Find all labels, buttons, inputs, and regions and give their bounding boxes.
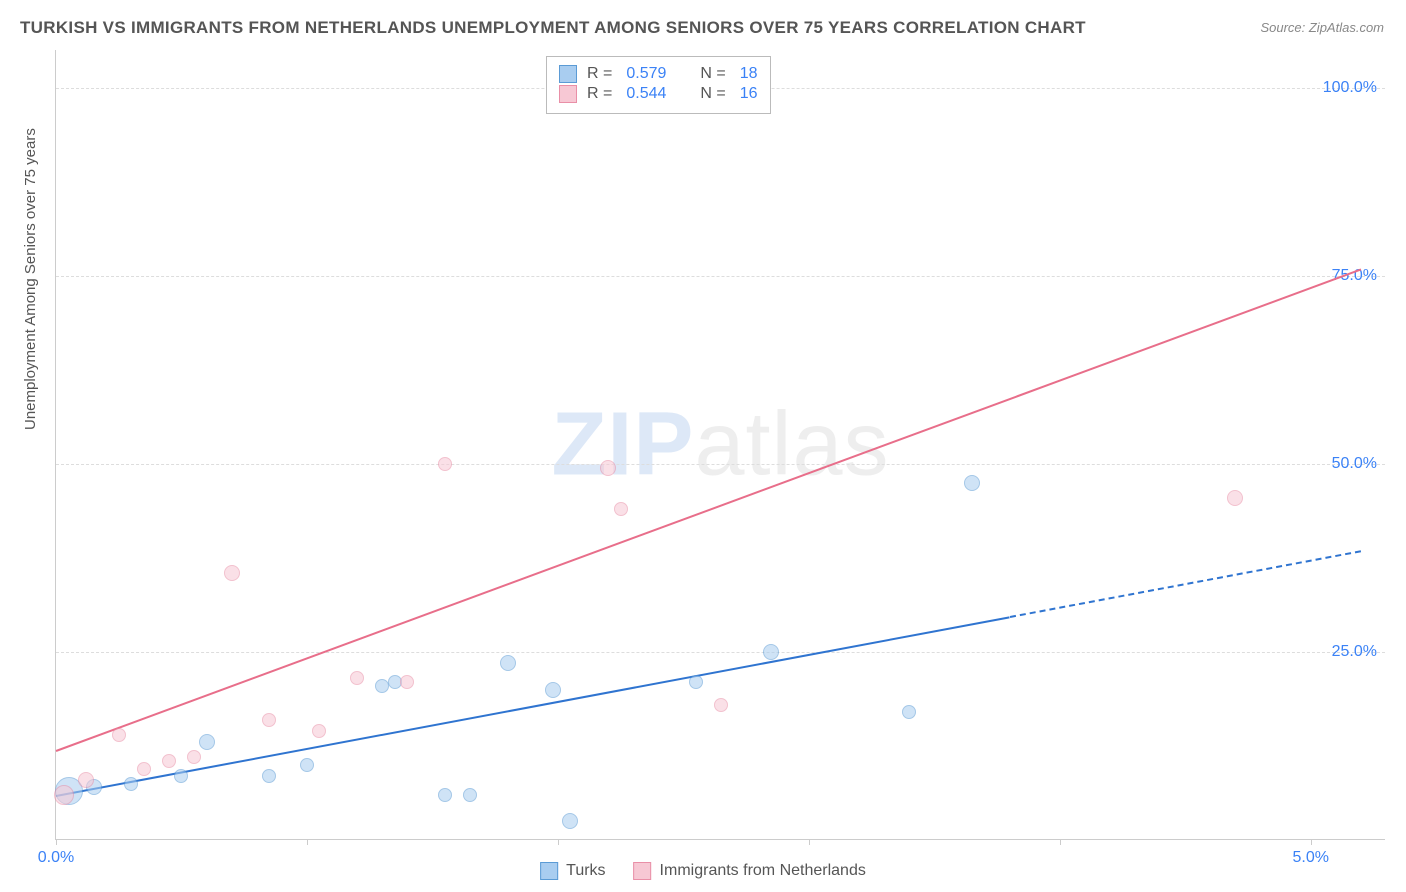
data-point: [174, 769, 188, 783]
trend-line: [56, 616, 1010, 797]
x-tick: [56, 839, 57, 845]
square-icon: [634, 862, 652, 880]
data-point: [763, 644, 779, 660]
r-value: 0.544: [626, 85, 666, 103]
data-point: [689, 675, 703, 689]
data-point: [312, 724, 326, 738]
gridline: [56, 464, 1385, 465]
square-icon: [540, 862, 558, 880]
data-point: [78, 772, 94, 788]
legend-label: Immigrants from Netherlands: [660, 862, 866, 880]
x-tick: [809, 839, 810, 845]
legend-label: Turks: [566, 862, 605, 880]
data-point: [400, 675, 414, 689]
gridline: [56, 276, 1385, 277]
data-point: [562, 813, 578, 829]
data-point: [902, 705, 916, 719]
y-tick-label: 50.0%: [1332, 455, 1377, 473]
gridline: [56, 652, 1385, 653]
data-point: [124, 777, 138, 791]
x-tick-label: 5.0%: [1292, 849, 1328, 867]
data-point: [463, 788, 477, 802]
data-point: [350, 671, 364, 685]
data-point: [224, 565, 240, 581]
data-point: [545, 682, 561, 698]
data-point: [187, 750, 201, 764]
data-point: [600, 460, 616, 476]
plot-area: ZIPatlas 25.0%50.0%75.0%100.0%0.0%5.0%R …: [55, 50, 1385, 840]
x-tick: [1060, 839, 1061, 845]
stats-row: R = 0.544 N = 16: [559, 85, 758, 103]
data-point: [262, 713, 276, 727]
trend-line: [56, 268, 1362, 751]
legend-item-netherlands: Immigrants from Netherlands: [634, 862, 866, 880]
data-point: [300, 758, 314, 772]
r-label: R =: [587, 85, 612, 103]
chart-title: TURKISH VS IMMIGRANTS FROM NETHERLANDS U…: [20, 18, 1086, 38]
data-point: [262, 769, 276, 783]
n-label: N =: [700, 85, 725, 103]
stats-row: R = 0.579 N = 18: [559, 65, 758, 83]
data-point: [137, 762, 151, 776]
data-point: [500, 655, 516, 671]
square-icon: [559, 85, 577, 103]
x-tick: [558, 839, 559, 845]
n-value: 18: [740, 65, 758, 83]
x-tick: [1311, 839, 1312, 845]
data-point: [714, 698, 728, 712]
data-point: [614, 502, 628, 516]
watermark-zip: ZIP: [551, 394, 694, 494]
data-point: [112, 728, 126, 742]
bottom-legend: Turks Immigrants from Netherlands: [540, 862, 866, 880]
x-tick-label: 0.0%: [38, 849, 74, 867]
data-point: [438, 788, 452, 802]
square-icon: [559, 65, 577, 83]
source-attribution: Source: ZipAtlas.com: [1260, 20, 1384, 35]
legend-item-turks: Turks: [540, 862, 605, 880]
r-label: R =: [587, 65, 612, 83]
y-tick-label: 25.0%: [1332, 643, 1377, 661]
n-value: 16: [740, 85, 758, 103]
y-tick-label: 100.0%: [1323, 79, 1377, 97]
data-point: [964, 475, 980, 491]
y-axis-label: Unemployment Among Seniors over 75 years: [22, 128, 39, 430]
n-label: N =: [700, 65, 725, 83]
data-point: [199, 734, 215, 750]
x-tick: [307, 839, 308, 845]
watermark: ZIPatlas: [551, 393, 889, 496]
data-point: [438, 457, 452, 471]
stats-legend: R = 0.579 N = 18 R = 0.544 N = 16: [546, 56, 771, 114]
data-point: [1227, 490, 1243, 506]
data-point: [54, 785, 74, 805]
trend-line: [1009, 550, 1361, 618]
data-point: [162, 754, 176, 768]
r-value: 0.579: [626, 65, 666, 83]
